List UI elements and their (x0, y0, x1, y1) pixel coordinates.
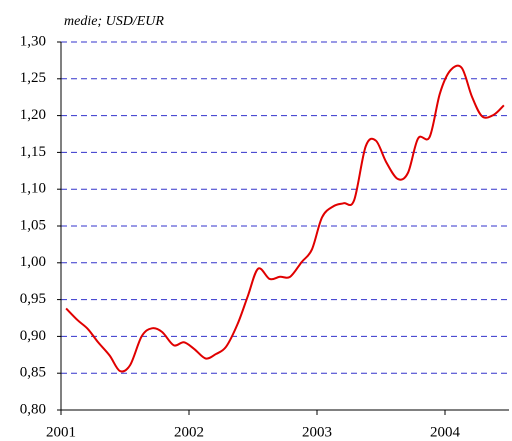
x-tick-label: 2004 (430, 424, 461, 440)
x-tick-label: 2002 (174, 424, 204, 440)
y-tick-label: 1,10 (20, 181, 46, 197)
y-tick-label: 1,30 (20, 33, 46, 49)
y-tick-label: 0,80 (20, 401, 46, 417)
y-tick-label: 0,95 (20, 291, 46, 307)
y-tick-label: 1,25 (20, 70, 46, 86)
x-tick-label: 2003 (302, 424, 332, 440)
y-tick-label: 1,15 (20, 144, 46, 160)
y-tick-label: 1,20 (20, 107, 46, 123)
y-tick-label: 1,00 (20, 254, 46, 270)
y-tick-label: 0,85 (20, 365, 46, 381)
chart-subtitle: medie; USD/EUR (64, 14, 164, 29)
y-tick-label: 0,90 (20, 328, 46, 344)
y-tick-label: 1,05 (20, 217, 46, 233)
x-tick-label: 2001 (46, 424, 76, 440)
line-series (65, 64, 505, 373)
